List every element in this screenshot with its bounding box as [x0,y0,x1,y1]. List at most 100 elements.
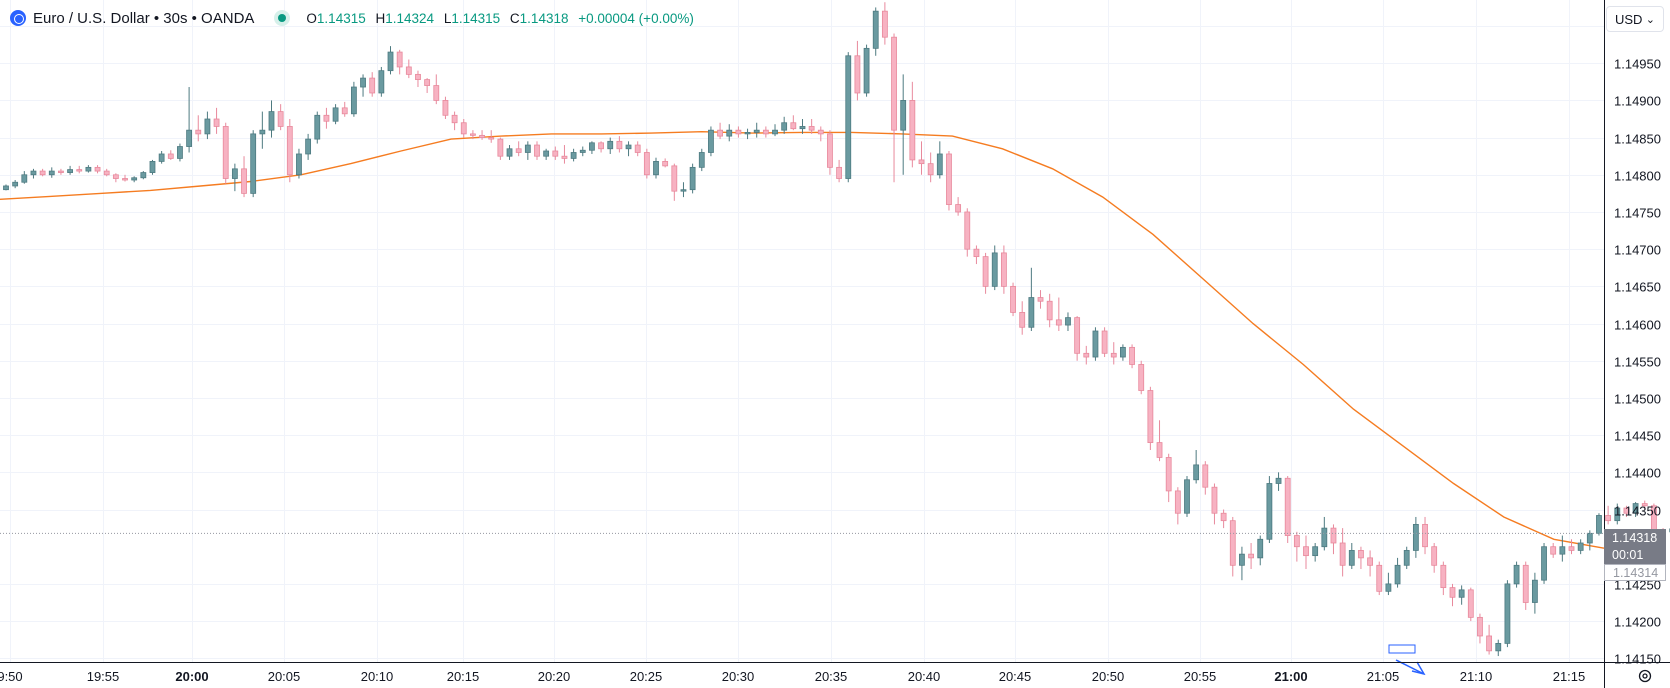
x-tick-label: 21:00 [1274,669,1307,684]
candle-body [1312,546,1319,557]
candle [1339,528,1346,577]
candle-body [872,10,879,49]
y-tick-label: 1.14200 [1614,615,1661,630]
candle [1303,535,1309,570]
close-label: C [509,10,520,26]
candle-body [854,55,861,94]
candle-body [470,133,476,136]
candle [799,119,806,134]
candle [1165,453,1172,503]
candle-body [790,122,797,130]
close-value: 1.14318 [519,10,569,26]
candle-body [1046,300,1053,321]
candle-body [1614,507,1621,522]
candle [1000,245,1007,294]
candle [680,182,687,198]
candle [717,122,723,140]
candle-body [1284,477,1291,536]
symbol-title[interactable]: Euro / U.S. Dollar • 30s • OANDA [33,9,255,27]
globe-flag-icon[interactable] [10,10,26,26]
candle [277,104,284,131]
candle [570,148,577,162]
candle [854,40,861,101]
candle-body [653,161,659,176]
y-tick-label: 1.14350 [1614,504,1661,519]
candle [534,141,540,160]
candle-body [405,66,412,75]
currency-selector[interactable]: USD ⌄ [1606,6,1664,32]
x-tick-label: 20:45 [999,669,1032,684]
candle [827,130,833,175]
candle-body [1477,616,1483,637]
candle-body [1083,352,1090,358]
candle [735,126,742,138]
candle [332,104,339,125]
candle [1632,502,1639,517]
candle [973,245,980,265]
candle-body [149,161,156,173]
candle [955,197,962,216]
candle-body [1422,523,1428,548]
candle-body [1596,515,1602,534]
candle [1275,472,1282,491]
candle-body [323,114,330,122]
candle-body [387,51,394,72]
candle [405,59,412,79]
candle [872,7,879,56]
candle [1321,516,1328,551]
candle [909,81,916,168]
candle [1586,530,1593,551]
x-tick-label: 19:55 [87,669,120,684]
candle [1403,546,1410,570]
candle [1046,293,1053,328]
candle [1110,342,1117,365]
candle [881,2,888,45]
candle [48,167,55,178]
candle-body [204,118,211,135]
candle-body [845,55,852,179]
candle-body [689,166,696,191]
gear-icon[interactable] [1634,665,1656,687]
candle [598,141,604,153]
candle-body [836,166,843,179]
x-tick-label: 20:55 [1184,669,1217,684]
candle-body [21,174,28,183]
candle [772,124,778,137]
candle-body [589,142,595,151]
candle-body [1019,312,1026,328]
candle [836,159,843,183]
candle-body [12,181,19,187]
candle [103,168,110,177]
candle-body [1147,390,1154,443]
high-label: H [375,10,386,26]
candle [726,124,733,142]
candle-body [827,133,833,168]
candle-body [735,129,742,135]
x-tick-label: 20:40 [908,669,941,684]
candle [378,66,385,97]
candle [67,165,73,175]
candle [982,252,989,294]
candle-body [39,170,46,176]
candle-body [744,131,751,135]
y-tick-label: 1.14400 [1614,466,1661,481]
candle [927,152,934,183]
candle [1211,483,1218,525]
candle [250,130,257,198]
candle [1458,585,1465,605]
candle [1257,535,1264,566]
candle-body [94,166,101,172]
candle [671,163,678,201]
candle-body [1550,546,1557,555]
candle [1348,542,1355,570]
x-tick-label: 21:05 [1367,669,1400,684]
candle-body [424,79,431,86]
candle [616,136,623,153]
candle [1156,420,1163,462]
selection-box [1388,644,1416,654]
y-tick-label: 1.14900 [1614,94,1661,109]
candle-body [726,129,733,137]
candle-body [167,153,174,159]
candle-body [1257,538,1264,559]
